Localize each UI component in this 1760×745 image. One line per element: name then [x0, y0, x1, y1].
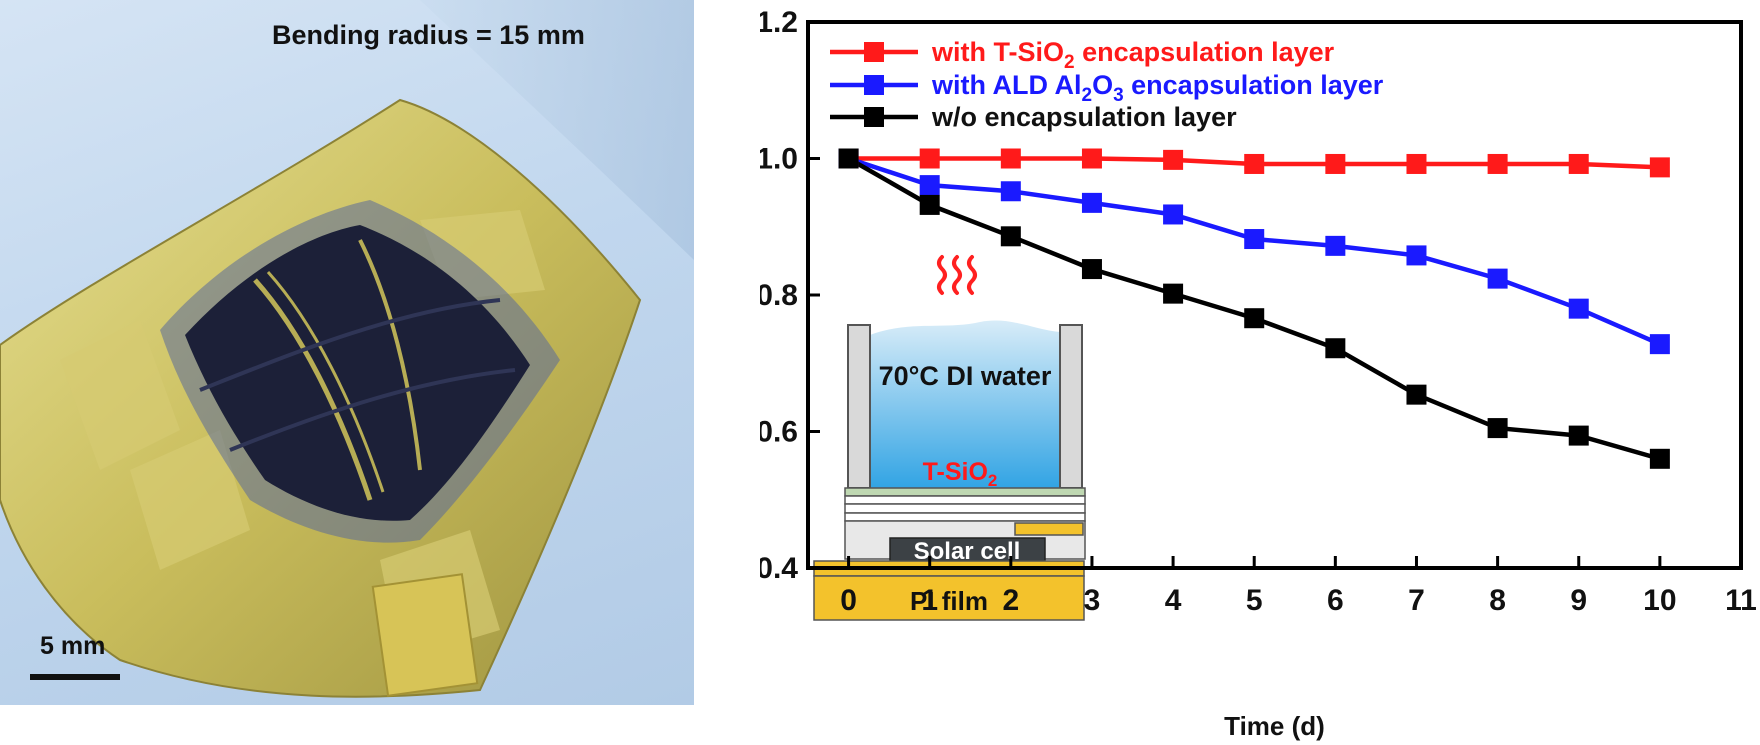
series-marker — [1568, 298, 1589, 319]
series-marker — [1081, 259, 1102, 280]
bending-radius-caption: Bending radius = 15 mm — [272, 20, 585, 50]
series-marker — [1244, 153, 1265, 174]
y-tick-label: 0.8 — [760, 279, 798, 312]
stack-layer-b — [844, 503, 1086, 514]
device-photo: Bending radius = 15 mm 5 mm — [0, 0, 694, 705]
series-marker — [838, 148, 859, 169]
stack-layer-c — [844, 512, 1086, 522]
scale-bar-label: 5 mm — [40, 632, 106, 660]
steam-icon — [937, 255, 977, 295]
legend-label: with ALD Al2O3 encapsulation layer — [931, 70, 1384, 106]
series-marker — [1568, 425, 1589, 446]
legend-text-part: with ALD Al — [931, 70, 1081, 100]
t-sio2-layer — [844, 487, 1086, 497]
legend-text-part: encapsulation layer — [1075, 37, 1335, 67]
legend-text-part: encapsulation layer — [1124, 70, 1384, 100]
x-tick-label: 1 — [921, 584, 938, 617]
legend-marker — [864, 75, 884, 95]
series-marker — [1649, 334, 1670, 355]
inset-schematic: 70°C DI water T-SiO2 Solar cell PI film — [813, 255, 1086, 621]
series-marker — [1000, 226, 1021, 247]
series-marker — [1081, 192, 1102, 213]
series-marker — [1487, 418, 1508, 439]
series-marker — [1325, 153, 1346, 174]
container-left-wall — [847, 324, 871, 489]
x-axis-title: Time (d) — [1224, 711, 1325, 741]
legend-subscript: 2 — [1081, 85, 1092, 106]
efficiency-chart: 70°C DI water T-SiO2 Solar cell PI film … — [760, 0, 1760, 745]
flexible-solar-cell-illustration — [0, 0, 694, 698]
series-marker — [1000, 148, 1021, 169]
x-tick-label: 7 — [1408, 584, 1425, 617]
series-marker — [1000, 181, 1021, 202]
x-tick-label: 10 — [1643, 584, 1676, 617]
legend-text-part: with T-SiO — [931, 37, 1064, 67]
y-tick-label: 0.6 — [760, 416, 798, 449]
x-tick-label: 6 — [1327, 584, 1344, 617]
x-tick-label: 2 — [1002, 584, 1019, 617]
pi-film-label: PI film — [910, 586, 988, 616]
y-tick-label: 1.0 — [760, 143, 798, 176]
x-tick-label: 0 — [840, 584, 857, 617]
series-marker — [1406, 153, 1427, 174]
series-marker — [1244, 229, 1265, 250]
legend-label: w/o encapsulation layer — [931, 102, 1237, 132]
x-tick-label: 4 — [1165, 584, 1182, 617]
series-marker — [919, 175, 940, 196]
scale-bar — [30, 674, 120, 680]
legend-label: with T-SiO2 encapsulation layer — [931, 37, 1335, 73]
y-tick-label: 1.2 — [760, 6, 798, 39]
legend-subscript: 2 — [1064, 52, 1075, 73]
series-marker — [1406, 245, 1427, 266]
legend-subscript: 3 — [1113, 85, 1124, 106]
series-marker — [1081, 148, 1102, 169]
series-marker — [1244, 308, 1265, 329]
series-marker — [1649, 448, 1670, 469]
series-marker — [1568, 153, 1589, 174]
series-marker — [919, 148, 940, 169]
series-marker — [1649, 157, 1670, 178]
x-tick-label: 11 — [1725, 584, 1757, 617]
series-marker — [1325, 338, 1346, 359]
y-tick-label: 0.4 — [760, 552, 798, 585]
series-marker — [1487, 153, 1508, 174]
series-marker — [1163, 149, 1184, 170]
x-tick-label: 9 — [1570, 584, 1587, 617]
pi-film-block — [813, 575, 1085, 621]
stack-layer-a — [844, 495, 1086, 505]
series-marker — [1163, 204, 1184, 225]
x-tick-label: 8 — [1489, 584, 1506, 617]
chart-canvas: 70°C DI water T-SiO2 Solar cell PI film … — [760, 6, 1757, 741]
legend-text-part: w/o encapsulation layer — [931, 102, 1237, 132]
legend-text-part: O — [1092, 70, 1113, 100]
x-tick-label: 5 — [1246, 584, 1263, 617]
series-marker — [1487, 268, 1508, 289]
legend-marker — [864, 107, 884, 127]
water-label: 70°C DI water — [879, 361, 1052, 391]
series-marker — [1163, 283, 1184, 304]
series-marker — [1406, 384, 1427, 405]
x-tick-label: 3 — [1084, 584, 1101, 617]
solar-cell-label: Solar cell — [914, 538, 1021, 565]
series-marker — [1325, 235, 1346, 256]
t-sio2-label: T-SiO2 — [923, 458, 998, 490]
container-right-wall — [1059, 324, 1083, 489]
water-fill — [870, 320, 1060, 488]
electrode-pad — [1014, 522, 1084, 536]
series-marker — [919, 194, 940, 215]
legend-marker — [864, 42, 884, 62]
